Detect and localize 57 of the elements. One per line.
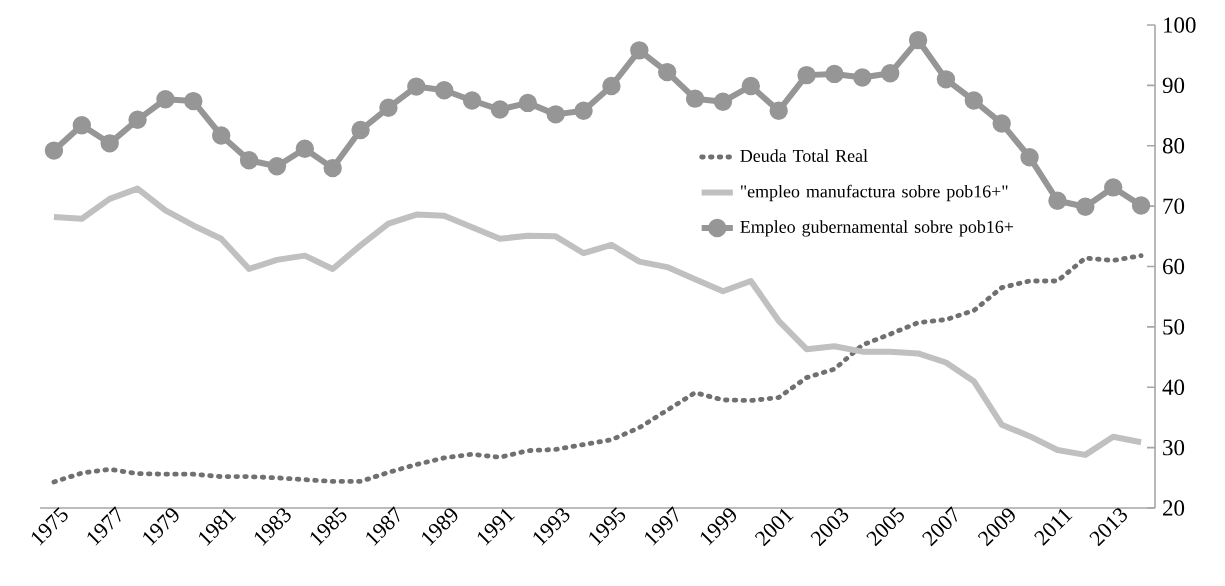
legend-label: "empleo manufactura sobre pob16+"	[740, 184, 1008, 202]
y-tick-label: 50	[1163, 319, 1185, 335]
y-tick-label: 80	[1162, 138, 1185, 154]
point	[657, 62, 677, 82]
x-tick-label: 1981	[199, 508, 237, 546]
point	[630, 41, 649, 60]
point	[797, 65, 816, 85]
y-tick-label: 20	[1163, 500, 1185, 516]
legend-label: Deuda Total Real	[740, 149, 868, 162]
point	[769, 101, 788, 120]
x-tick-label: 2001	[754, 508, 794, 547]
point	[239, 151, 259, 170]
point	[992, 114, 1011, 133]
x-tick-label: 1993	[533, 508, 570, 546]
point	[351, 120, 370, 140]
point	[964, 91, 984, 110]
point	[1076, 197, 1095, 216]
point	[323, 158, 342, 178]
y-tick-label: 70	[1163, 198, 1185, 214]
point	[1020, 148, 1039, 167]
point	[462, 91, 482, 110]
y-tick-label: 30	[1163, 439, 1185, 456]
point	[407, 77, 426, 96]
point	[825, 64, 844, 84]
point	[602, 76, 621, 96]
point	[685, 89, 705, 108]
point	[128, 110, 147, 129]
point	[518, 93, 538, 113]
y-tick-label: 90	[1162, 77, 1185, 94]
point	[434, 81, 454, 100]
point	[156, 90, 175, 109]
x-tick-label: 2011	[1034, 508, 1073, 546]
point	[72, 116, 92, 135]
point	[546, 105, 565, 124]
point	[490, 100, 510, 119]
point	[908, 30, 928, 50]
point	[184, 91, 203, 111]
point	[379, 98, 398, 117]
point	[574, 101, 593, 120]
point	[100, 134, 119, 153]
point	[880, 64, 900, 83]
point	[741, 76, 761, 96]
point	[44, 141, 64, 160]
point	[295, 139, 315, 158]
point	[1131, 196, 1151, 215]
point	[1104, 178, 1123, 197]
point	[211, 126, 231, 145]
point	[1048, 191, 1067, 210]
y-tick-label: 60	[1163, 258, 1185, 275]
x-tick-label: 1991	[477, 508, 515, 546]
point	[936, 70, 956, 89]
y-tick-label: 40	[1162, 379, 1185, 395]
legend-label: Empleo gubernamental sobre pob16+	[740, 220, 1014, 237]
point	[713, 92, 733, 111]
point	[853, 68, 872, 87]
y-tick-label: 100	[1164, 17, 1196, 33]
point	[267, 157, 287, 176]
